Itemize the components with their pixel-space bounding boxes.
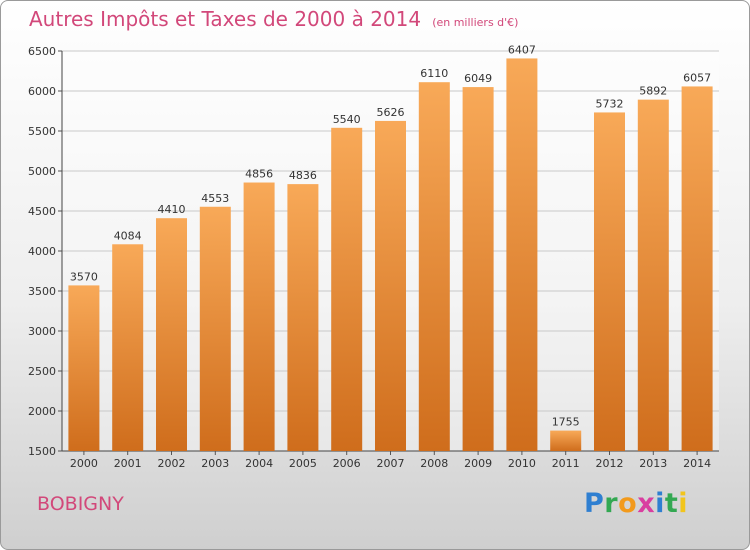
- x-tick-label: 2009: [464, 457, 492, 470]
- x-tick-label: 2004: [245, 457, 273, 470]
- bar-value-label: 5732: [596, 97, 624, 110]
- x-tick-label: 2014: [683, 457, 711, 470]
- bar: [199, 206, 231, 451]
- bar: [594, 112, 625, 451]
- bar: [68, 285, 100, 451]
- chart-unit-note: (en milliers d'€): [432, 16, 519, 29]
- y-tick-label: 2000: [28, 405, 56, 418]
- x-tick-label: 2000: [70, 457, 98, 470]
- y-tick-label: 5000: [28, 165, 56, 178]
- y-tick-label: 6000: [28, 85, 56, 98]
- bar-value-label: 6407: [508, 43, 536, 56]
- bar: [462, 87, 494, 451]
- bar: [331, 127, 363, 452]
- x-tick-label: 2007: [377, 457, 405, 470]
- y-tick-label: 1500: [28, 445, 56, 458]
- bar-value-label: 4856: [245, 168, 273, 181]
- y-tick-label: 2500: [28, 365, 56, 378]
- bar: [243, 182, 275, 451]
- x-tick-label: 2010: [508, 457, 536, 470]
- x-tick-label: 2006: [333, 457, 361, 470]
- bar-value-label: 5540: [333, 113, 361, 126]
- x-tick-label: 2005: [289, 457, 317, 470]
- bar: [637, 99, 669, 451]
- bar-value-label: 4084: [114, 229, 142, 242]
- x-tick-label: 2013: [639, 457, 667, 470]
- y-tick-label: 3000: [28, 325, 56, 338]
- x-tick-label: 2002: [158, 457, 186, 470]
- x-tick-label: 2012: [596, 457, 624, 470]
- bar: [287, 184, 319, 451]
- city-label: BOBIGNY: [37, 493, 124, 515]
- bar-value-label: 6057: [683, 71, 711, 84]
- bar: [681, 86, 713, 451]
- chart-title: Autres Impôts et Taxes de 2000 à 2014: [29, 7, 422, 31]
- bar-value-label: 1755: [552, 416, 580, 429]
- bar-value-label: 5626: [377, 106, 405, 119]
- bar: [375, 120, 406, 452]
- bar-value-label: 6110: [420, 67, 448, 80]
- bar-value-label: 4410: [158, 203, 186, 216]
- y-tick-label: 6500: [28, 45, 56, 58]
- bar: [418, 82, 450, 451]
- y-tick-label: 3500: [28, 285, 56, 298]
- bar-value-label: 4836: [289, 169, 317, 182]
- bar: [506, 58, 538, 451]
- x-tick-label: 2011: [552, 457, 580, 470]
- y-tick-label: 4000: [28, 245, 56, 258]
- bar-value-label: 5892: [639, 85, 667, 98]
- x-tick-label: 2003: [201, 457, 229, 470]
- bar-value-label: 6049: [464, 72, 492, 85]
- bar: [550, 430, 582, 451]
- y-tick-label: 4500: [28, 205, 56, 218]
- y-tick-label: 5500: [28, 125, 56, 138]
- x-tick-label: 2001: [114, 457, 142, 470]
- chart-title-block: Autres Impôts et Taxes de 2000 à 2014 (e…: [29, 7, 518, 31]
- bar: [156, 218, 187, 451]
- bar-value-label: 4553: [201, 192, 229, 205]
- bar-value-label: 3570: [70, 270, 98, 283]
- proxiti-logo: Proxiti: [584, 488, 689, 519]
- bar: [112, 244, 144, 451]
- x-tick-label: 2008: [420, 457, 448, 470]
